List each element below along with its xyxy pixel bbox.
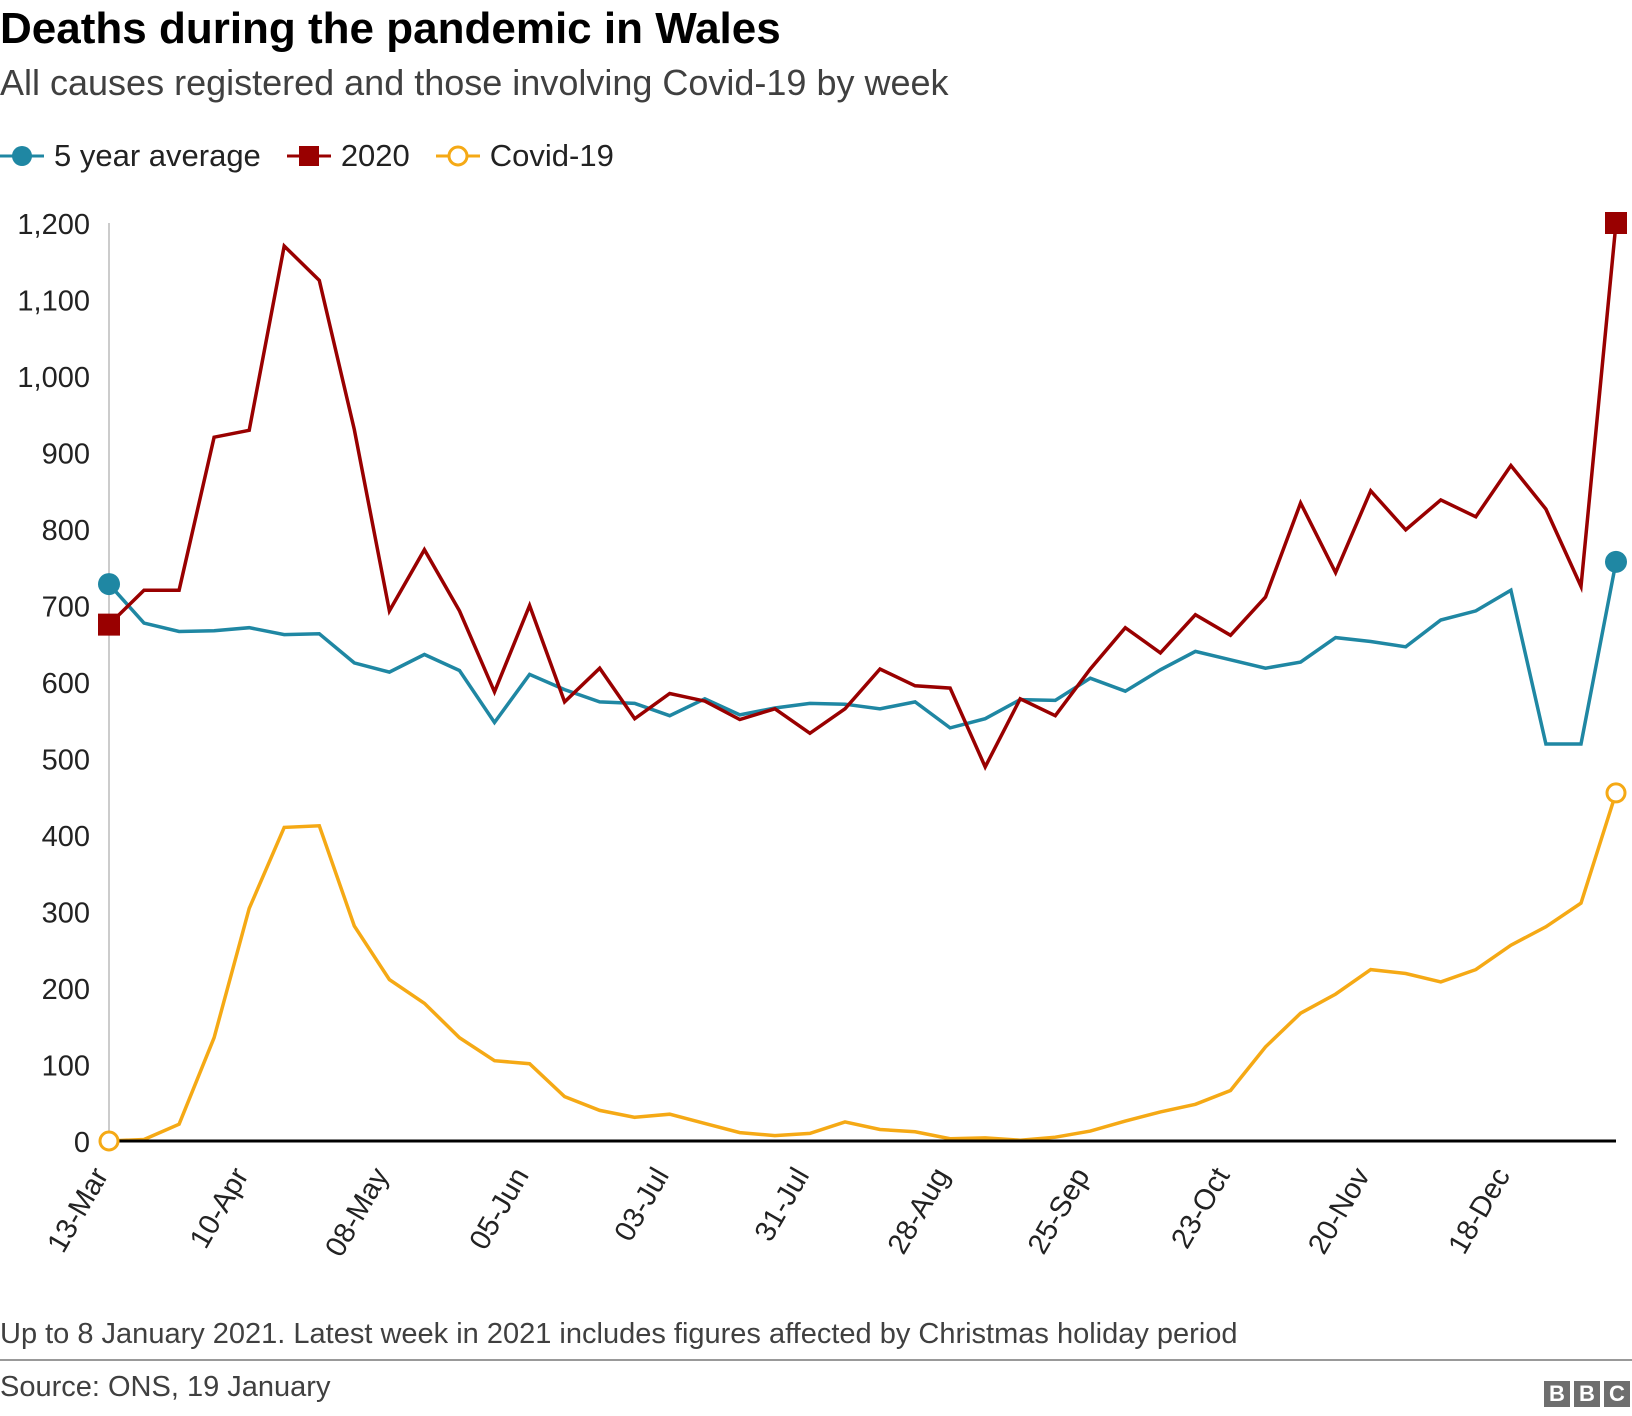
x-tick-label: 28-Aug xyxy=(882,1163,956,1260)
legend-marker-hollow-circle-icon xyxy=(435,145,480,167)
y-tick-label: 800 xyxy=(42,515,90,547)
x-tick-label: 20-Nov xyxy=(1302,1162,1377,1259)
x-tick-label: 13-Mar xyxy=(41,1162,115,1258)
legend-marker-circle-icon xyxy=(0,146,44,166)
bbc-logo-letter: B xyxy=(1574,1381,1600,1407)
source-text: Source: ONS, 19 January xyxy=(0,1371,331,1403)
y-tick-label: 200 xyxy=(42,974,90,1006)
series-line-five-year-average xyxy=(107,561,1618,746)
bbc-logo: B B C xyxy=(1540,1381,1630,1407)
bbc-logo-letter: C xyxy=(1604,1381,1630,1407)
y-tick-label: 900 xyxy=(42,439,90,471)
legend-label: 2020 xyxy=(340,138,410,173)
marker-year-2020-start xyxy=(98,613,120,636)
marker-year-2020-end xyxy=(1605,212,1627,234)
legend-marker-square-icon xyxy=(286,146,331,166)
x-tick-label: 05-Jun xyxy=(464,1163,536,1256)
y-tick-label: 400 xyxy=(42,821,90,853)
x-tick-label: 10-Apr xyxy=(184,1162,255,1254)
marker-covid-19-start xyxy=(98,1130,120,1152)
x-tick-label: 25-Sep xyxy=(1022,1163,1096,1260)
y-tick-label: 0 xyxy=(74,1127,90,1159)
footer-divider xyxy=(0,1359,1632,1361)
y-tick-label: 500 xyxy=(42,745,90,777)
x-tick-label: 03-Jul xyxy=(609,1163,676,1247)
x-tick-label: 31-Jul xyxy=(749,1163,816,1247)
line-chart: 0 100 200 300 400 500 600 700 800 900 1,000 1,100 1,… xyxy=(17,209,1627,1262)
series-line-covid-19 xyxy=(108,792,1618,1143)
y-tick-label: 700 xyxy=(42,592,90,624)
y-tick-label: 1,000 xyxy=(17,362,90,394)
y-tick-label: 300 xyxy=(42,898,90,930)
legend-item-2020: 2020 xyxy=(286,138,410,174)
marker-covid-19-end xyxy=(1605,782,1627,804)
chart-note: Up to 8 January 2021. Latest week in 202… xyxy=(0,1318,1238,1350)
y-tick-label: 1,200 xyxy=(17,209,90,241)
legend-label: 5 year average xyxy=(54,138,261,173)
x-tick-label: 08-May xyxy=(319,1162,395,1262)
x-tick-label: 18-Dec xyxy=(1442,1163,1516,1260)
y-tick-label: 100 xyxy=(42,1051,90,1083)
y-tick-label: 600 xyxy=(42,668,90,700)
chart-title: Deaths during the pandemic in Wales xyxy=(0,4,781,53)
bbc-logo-letter: B xyxy=(1544,1381,1570,1407)
marker-five-year-average-end xyxy=(1605,550,1627,573)
x-tick-label: 23-Oct xyxy=(1165,1163,1236,1254)
marker-five-year-average-start xyxy=(98,573,120,596)
series-line-year-2020 xyxy=(107,222,1618,771)
legend-item-5-year-average: 5 year average xyxy=(0,138,261,174)
chart-subtitle: All causes registered and those involvin… xyxy=(0,62,949,103)
y-tick-label: 1,100 xyxy=(17,286,90,318)
legend-item-covid-19: Covid-19 xyxy=(435,138,614,174)
legend: 5 year average 2020 Covid-19 xyxy=(0,136,640,176)
legend-label: Covid-19 xyxy=(489,138,614,173)
